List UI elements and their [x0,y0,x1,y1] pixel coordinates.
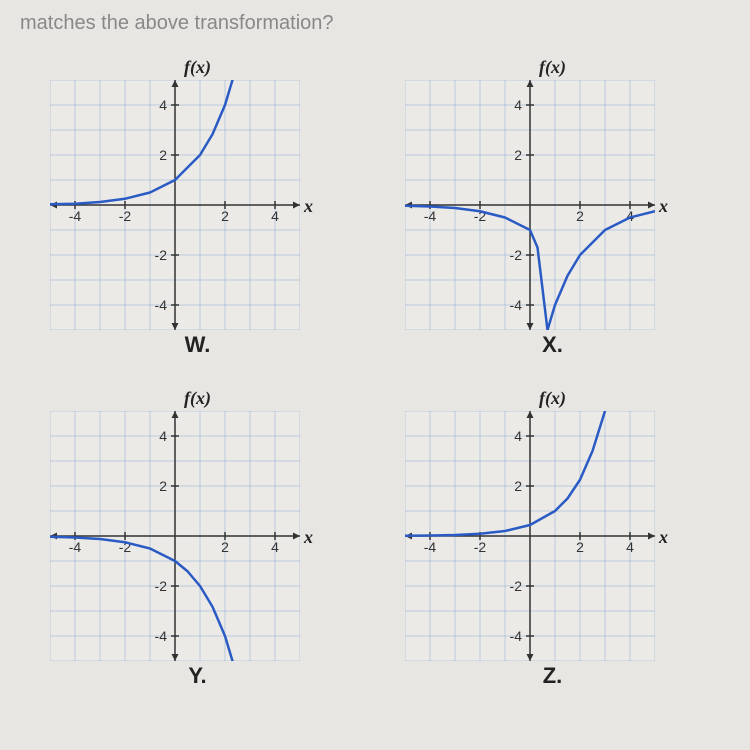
svg-text:2: 2 [514,147,522,163]
svg-text:-2: -2 [510,247,523,263]
y-axis-title: f(x) [405,388,700,409]
svg-text:2: 2 [159,478,167,494]
question-text: matches the above transformation? [0,0,750,47]
chart-Y: f(x) -4-224-4-224 x Y. [50,388,345,689]
svg-text:4: 4 [271,208,279,224]
svg-text:-2: -2 [510,578,523,594]
svg-text:2: 2 [514,478,522,494]
chart-Z: f(x) -4 -2 2 4 -4 -2 2 4 x Z. [405,388,700,689]
svg-text:4: 4 [514,428,522,444]
x-axis-label: x [304,196,313,217]
x-axis-label: x [659,196,668,217]
x-axis-label: x [659,527,668,548]
chart-label-W: W. [50,332,345,358]
svg-text:2: 2 [221,208,229,224]
svg-text:-4: -4 [424,208,437,224]
svg-text:-4: -4 [510,297,523,313]
svg-text:-2: -2 [155,247,168,263]
svg-text:-4: -4 [510,628,523,644]
svg-text:-4: -4 [69,208,82,224]
chart-grid: f(x) -4 -2 2 4 -4 -2 2 4 x W. f(x) -4 -2 2 4 -4 -2 2 4… [0,47,750,709]
y-axis-title: f(x) [50,57,345,78]
chart-label-Y: Y. [50,663,345,689]
svg-text:2: 2 [576,539,584,555]
svg-text:4: 4 [514,97,522,113]
svg-text:4: 4 [271,539,279,555]
svg-text:4: 4 [626,539,634,555]
svg-text:2: 2 [221,539,229,555]
svg-text:-4: -4 [424,539,437,555]
svg-text:4: 4 [159,428,167,444]
x-axis-label: x [304,527,313,548]
svg-text:2: 2 [576,208,584,224]
svg-text:-2: -2 [155,578,168,594]
svg-text:2: 2 [159,147,167,163]
svg-text:-2: -2 [119,208,132,224]
chart-X: f(x) -4-224-4-224 x X. [405,57,700,358]
y-axis-title: f(x) [405,57,700,78]
y-axis-title: f(x) [50,388,345,409]
chart-canvas-X: -4-224-4-224 [405,80,655,330]
svg-text:-2: -2 [474,539,487,555]
chart-label-Z: Z. [405,663,700,689]
chart-W: f(x) -4 -2 2 4 -4 -2 2 4 x W. [50,57,345,358]
chart-label-X: X. [405,332,700,358]
chart-canvas-Z: -4 -2 2 4 -4 -2 2 4 [405,411,655,661]
chart-canvas-Y: -4-224-4-224 [50,411,300,661]
svg-text:4: 4 [159,97,167,113]
svg-text:-4: -4 [155,628,168,644]
svg-text:-4: -4 [155,297,168,313]
svg-text:-4: -4 [69,539,82,555]
chart-canvas-W: -4 -2 2 4 -4 -2 2 4 [50,80,300,330]
